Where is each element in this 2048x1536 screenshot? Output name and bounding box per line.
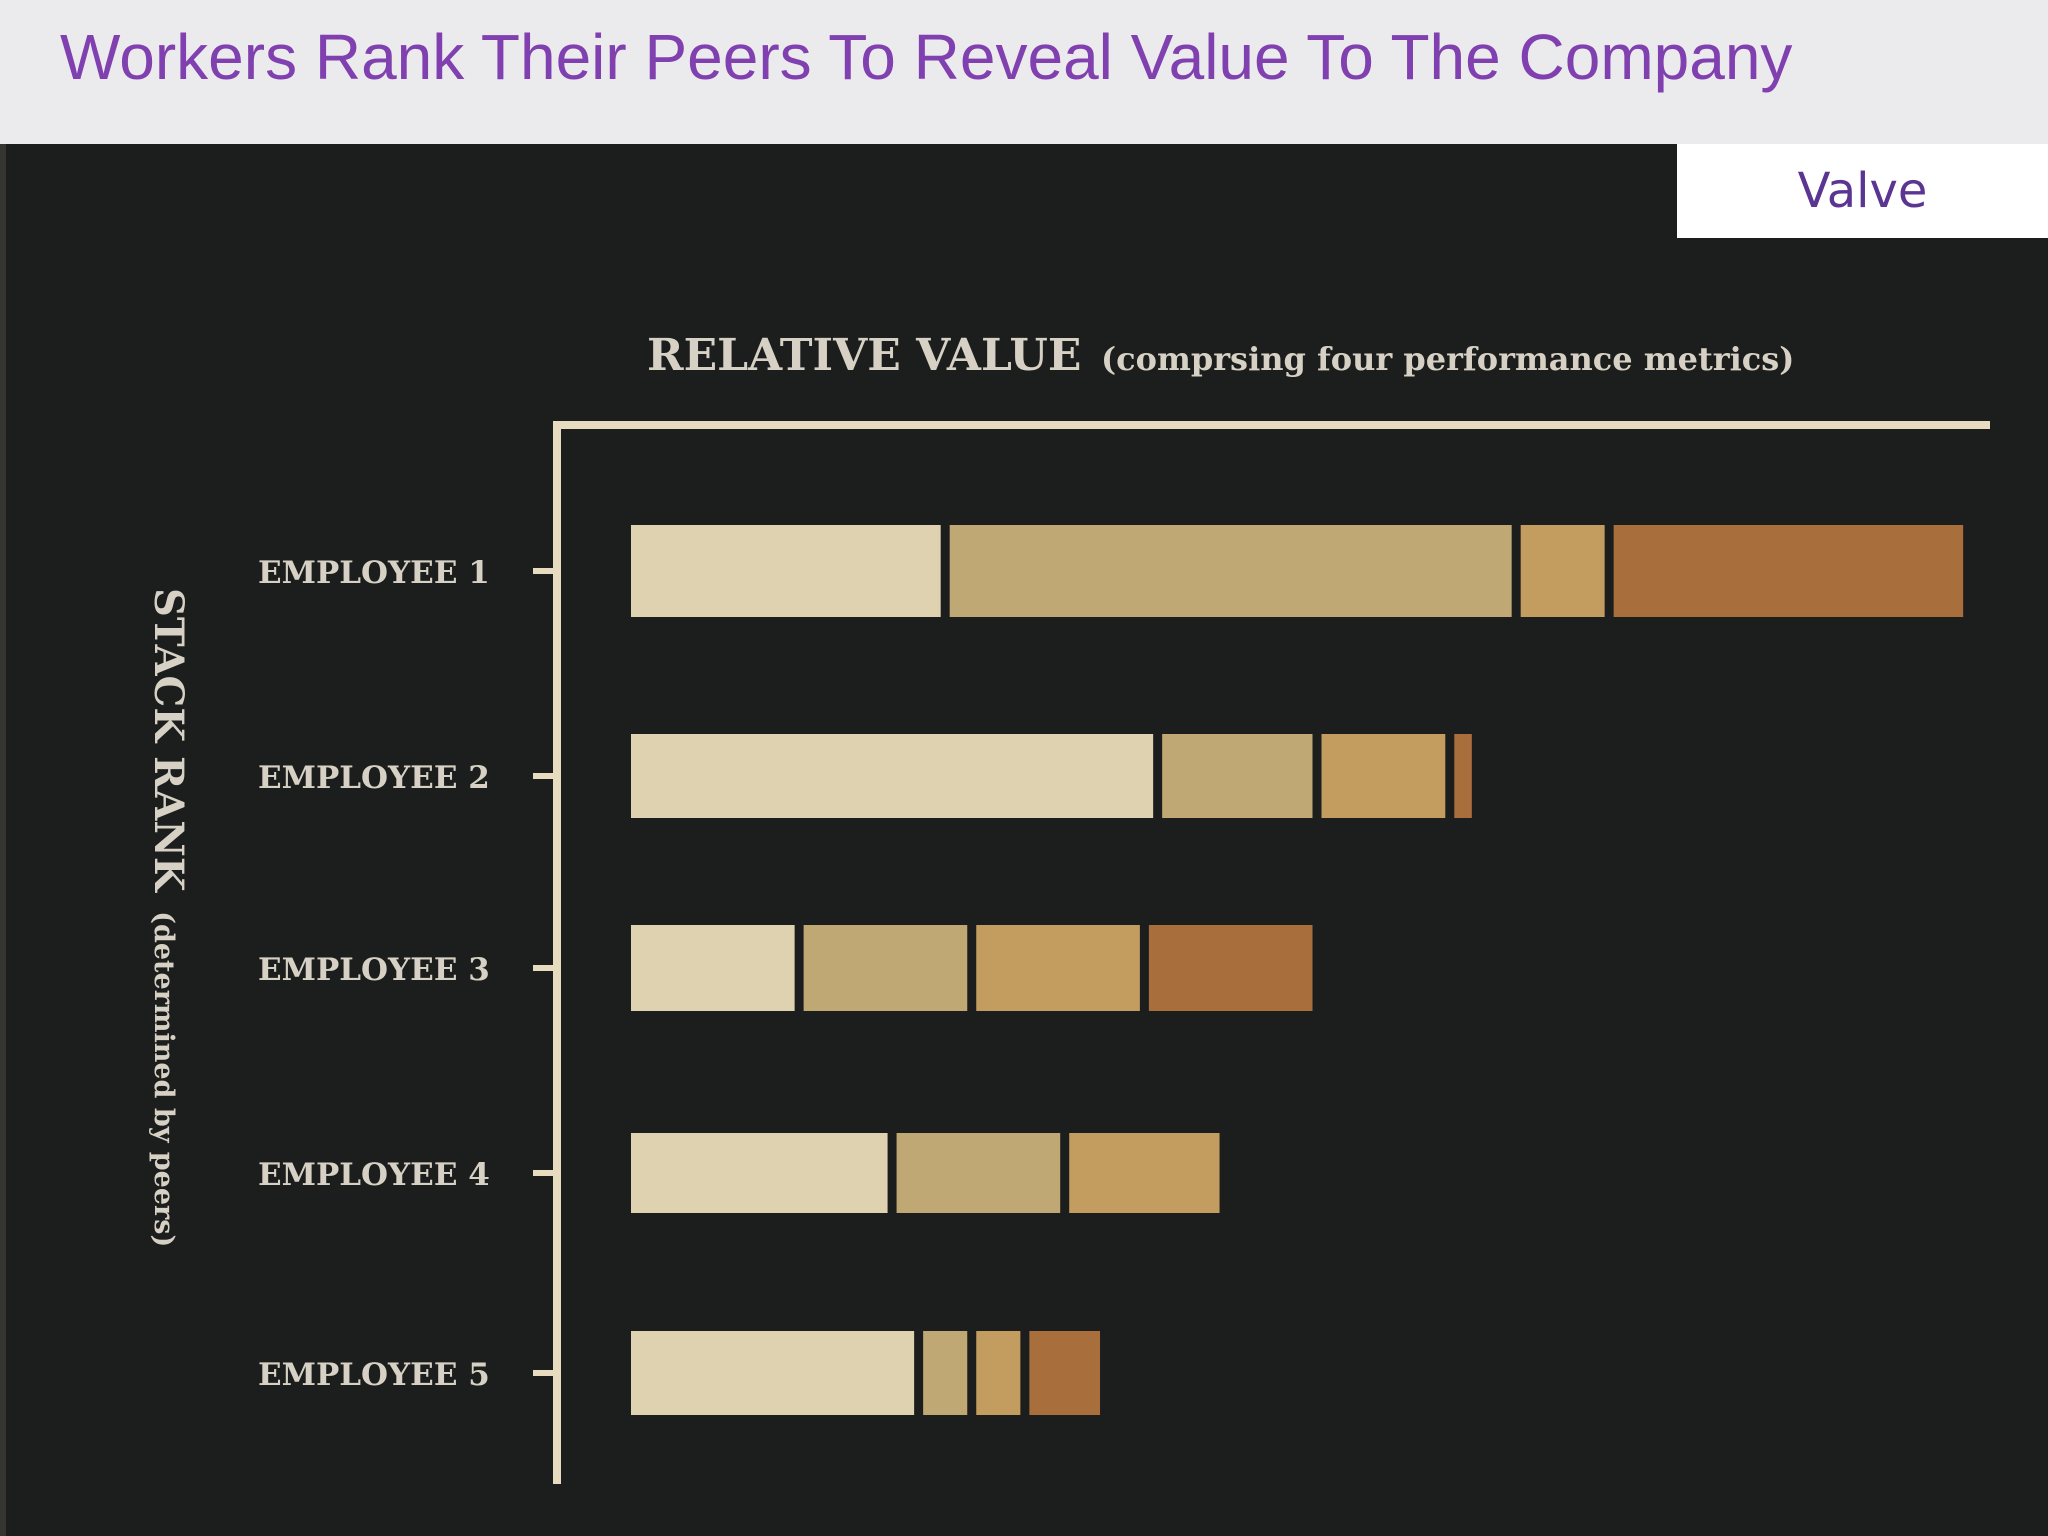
y-axis-title: STACK RANK (determined by peers) <box>145 588 192 1247</box>
bar-segment <box>1321 734 1446 818</box>
bar-segment <box>1520 525 1605 617</box>
bar-segment <box>631 1331 915 1415</box>
bar-segment <box>976 1331 1021 1415</box>
y-tick-label: EMPLOYEE 3 <box>258 952 490 988</box>
chart-title-sub: (comprsing four performance metrics) <box>1101 340 1794 378</box>
bar-segment <box>949 525 1512 617</box>
bar-segment <box>1613 525 1964 617</box>
y-axis-title-main: STACK RANK <box>145 588 192 893</box>
y-axis-labels: EMPLOYEE 1 EMPLOYEE 2 EMPLOYEE 3 EMPLOYEE 4… <box>258 555 557 1393</box>
chart-title: RELATIVE VALUE (comprsing four performan… <box>647 330 1794 381</box>
panel-left-edge <box>0 144 6 1536</box>
bar-segment <box>803 925 968 1011</box>
y-tick-label: EMPLOYEE 4 <box>258 1157 490 1193</box>
bar-segment <box>896 1133 1061 1213</box>
y-tick-label: EMPLOYEE 2 <box>258 760 490 796</box>
slide-title: Workers Rank Their Peers To Reveal Value… <box>60 21 1793 93</box>
y-tick-label: EMPLOYEE 5 <box>258 1357 490 1393</box>
chart-panel <box>0 144 2048 1536</box>
bar-segment <box>1162 734 1313 818</box>
source-box: Valve <box>1677 144 2048 238</box>
bar-segment <box>1454 734 1472 818</box>
bar-segment <box>631 525 941 617</box>
bar-segment <box>1029 1331 1101 1415</box>
source-label: Valve <box>1797 163 1928 219</box>
slide-header: Workers Rank Their Peers To Reveal Value… <box>0 0 2048 144</box>
y-tick-label: EMPLOYEE 1 <box>258 555 490 591</box>
bar-segment <box>923 1331 968 1415</box>
chart-title-main: RELATIVE VALUE <box>647 330 1081 381</box>
bar-segment <box>631 925 795 1011</box>
bars-group <box>631 525 1964 1415</box>
bar-segment <box>976 925 1140 1011</box>
bar-segment <box>1148 925 1313 1011</box>
bar-segment <box>631 1133 888 1213</box>
bar-segment <box>631 734 1154 818</box>
bar-segment <box>1069 1133 1220 1213</box>
y-axis-title-sub: (determined by peers) <box>148 911 179 1247</box>
